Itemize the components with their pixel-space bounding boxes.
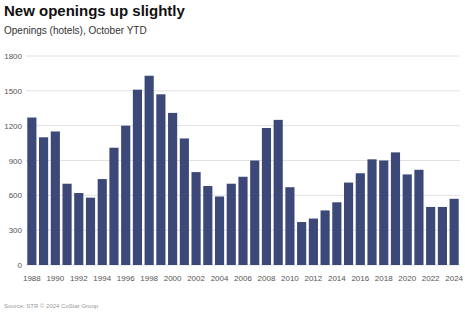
bar (168, 113, 177, 265)
y-tick-label: 600 (9, 191, 23, 200)
bar (121, 126, 130, 265)
bar (86, 198, 95, 265)
bar (227, 184, 236, 265)
bar (133, 90, 142, 265)
bar (192, 172, 201, 265)
bar (262, 128, 271, 265)
bar (156, 94, 165, 265)
bar (344, 183, 353, 265)
bar (356, 173, 365, 265)
x-tick-label: 2018 (375, 274, 393, 283)
y-tick-label: 0 (18, 261, 23, 270)
x-tick-label: 2000 (164, 274, 182, 283)
x-tick-label: 2002 (187, 274, 205, 283)
x-tick-label: 2010 (281, 274, 299, 283)
grid-line (26, 125, 460, 126)
x-tick-label: 2024 (445, 274, 463, 283)
bar (109, 148, 118, 265)
bar (414, 170, 423, 265)
x-tick-label: 2012 (304, 274, 322, 283)
bar (285, 187, 294, 265)
x-tick-label: 1990 (46, 274, 64, 283)
chart-svg: New openings up slightly Openings (hotels… (0, 0, 465, 313)
grid-line (26, 56, 460, 57)
bar (379, 161, 388, 266)
bar (391, 152, 400, 265)
y-tick-label: 1800 (4, 52, 22, 61)
x-tick-label: 2006 (234, 274, 252, 283)
x-tick-label: 1996 (117, 274, 135, 283)
bar (145, 76, 154, 265)
bar (321, 210, 330, 265)
bar (27, 118, 36, 265)
x-tick-label: 2022 (422, 274, 440, 283)
bar (450, 199, 459, 265)
bar (74, 193, 83, 265)
bar (39, 137, 48, 265)
bar (403, 174, 412, 265)
x-tick-label: 2004 (211, 274, 229, 283)
bar (250, 161, 259, 266)
bar (426, 207, 435, 265)
source: Source: STR © 2024 CoStar Group (4, 303, 99, 309)
bar (332, 202, 341, 265)
bar (180, 138, 189, 265)
bar (438, 207, 447, 265)
bars (27, 76, 458, 265)
bar (297, 222, 306, 265)
subtitle: Openings (hotels), October YTD (4, 25, 147, 36)
bar (98, 179, 107, 265)
title: New openings up slightly (4, 2, 186, 19)
x-tick-label: 2008 (258, 274, 276, 283)
bar (51, 131, 60, 265)
bar (215, 196, 224, 265)
y-tick-label: 1500 (4, 87, 22, 96)
bar (203, 186, 212, 265)
x-tick-label: 1994 (93, 274, 111, 283)
x-tick-label: 1998 (140, 274, 158, 283)
bar (238, 177, 247, 265)
x-tick-label: 2020 (398, 274, 416, 283)
y-tick-label: 300 (9, 226, 23, 235)
bar (367, 159, 376, 265)
bar (274, 120, 283, 265)
x-tick-label: 1988 (23, 274, 41, 283)
x-tick-label: 2014 (328, 274, 346, 283)
bar (309, 219, 318, 265)
y-tick-label: 900 (9, 157, 23, 166)
bar (62, 184, 71, 265)
chart-container: New openings up slightly Openings (hotels… (0, 0, 465, 313)
y-tick-label: 1200 (4, 122, 22, 131)
grid-line (26, 90, 460, 91)
x-tick-label: 2016 (351, 274, 369, 283)
x-tick-label: 1992 (70, 274, 88, 283)
